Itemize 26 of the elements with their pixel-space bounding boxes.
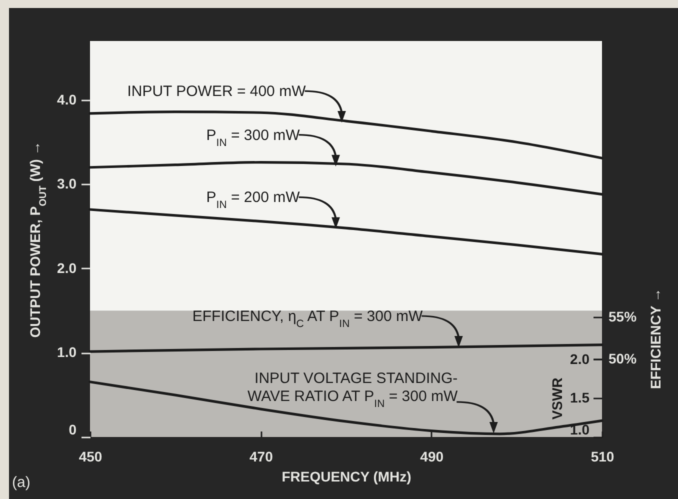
y3-axis-title: VSWR: [549, 378, 566, 420]
y-tick-label: 1.0: [57, 344, 77, 360]
line-series: [88, 208, 604, 256]
text: (a): [12, 474, 30, 491]
x-tick-label: 490: [420, 448, 444, 464]
y-tick-label: 4.0: [57, 91, 77, 108]
line-series: [88, 343, 604, 353]
annotation: EFFICIENCY, η$_{C}$ AT P$_{IN}$ = 300 mW: [192, 308, 424, 330]
x-tick-label: 470: [249, 448, 274, 464]
x-tick-label: 450: [78, 448, 102, 464]
y3-tick-label: 1.0: [570, 422, 590, 438]
y2-tick-label: 50%: [608, 350, 638, 367]
annotation: P$_{IN}$ = 200 mW: [206, 189, 301, 212]
y-tick-label: 0: [68, 422, 77, 438]
y2-axis-title: EFFICIENCY →: [648, 288, 664, 389]
y3-tick-label: 1.5: [570, 390, 590, 406]
line-series: [88, 110, 604, 160]
x-tick-label: 510: [590, 448, 614, 464]
annotation: INPUT POWER = 400 mW: [127, 83, 307, 100]
y2-tick-label: 55%: [608, 308, 638, 324]
annotation: INPUT VOLTAGE STANDING- WAVE RATIO AT P$_{IN}$ = 300 mW: [247, 370, 458, 410]
x-axis-title: FREQUENCY (MHz): [282, 468, 412, 484]
y-tick-label: 3.0: [57, 176, 77, 192]
y3-tick-label: 2.0: [570, 350, 590, 367]
annotation: P$_{IN}$ = 300 mW: [206, 126, 301, 149]
y-tick-label: 2.0: [57, 260, 77, 276]
